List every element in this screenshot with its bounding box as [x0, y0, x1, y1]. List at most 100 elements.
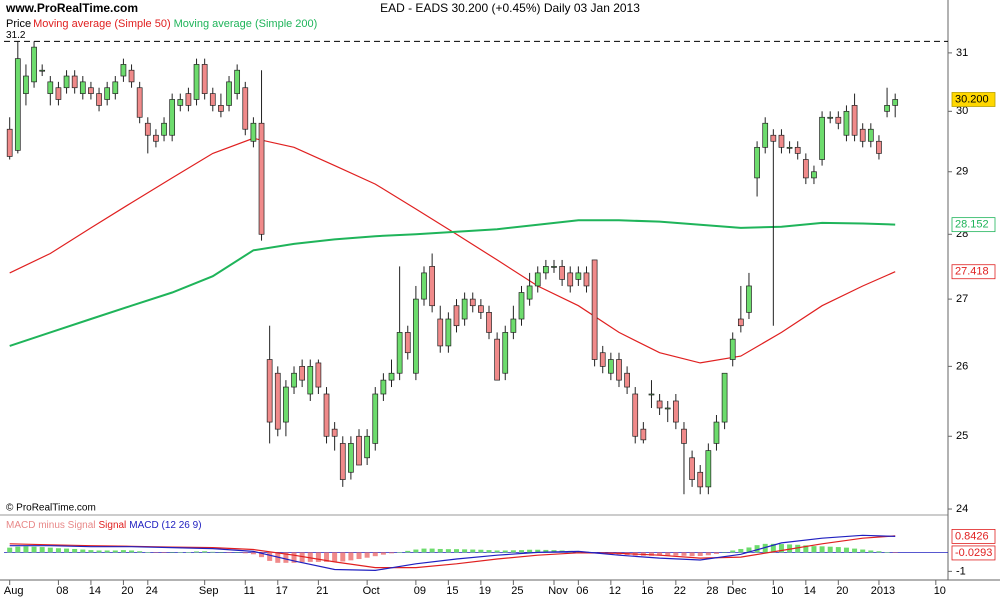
- macd-bar: [876, 551, 882, 553]
- macd-bar: [31, 546, 37, 553]
- candle-body: [266, 359, 273, 423]
- candle-body: [445, 318, 452, 347]
- macd-bar: [827, 546, 833, 553]
- candle-body: [811, 171, 817, 179]
- macd-bar: [486, 550, 492, 553]
- candle-body: [79, 81, 86, 94]
- macd-bar: [372, 552, 378, 557]
- x-tick-label: 20: [836, 585, 848, 597]
- macd-bar: [429, 548, 435, 553]
- macd-bar: [23, 546, 29, 553]
- candle-body: [851, 105, 858, 136]
- value-tag-label: 30.200: [955, 93, 989, 105]
- candle-body: [640, 428, 647, 441]
- macd-bar: [478, 549, 484, 553]
- candle-body: [746, 285, 752, 313]
- candle-body: [616, 359, 622, 381]
- candle-body: [348, 443, 354, 473]
- macd-bar: [413, 549, 419, 553]
- chart-title: EAD - EADS 30.200 (+0.45%) Daily 03 Jan …: [380, 1, 640, 15]
- macd-bar: [129, 550, 135, 553]
- macd-bar: [852, 548, 858, 553]
- candle-body: [754, 146, 760, 179]
- candle-body: [396, 332, 403, 374]
- candle-body: [608, 359, 614, 374]
- candle-body: [689, 457, 695, 480]
- x-tick-label: 22: [674, 585, 686, 597]
- candle-body: [136, 87, 143, 118]
- reference-label: 31.2: [6, 30, 26, 41]
- candle-body: [705, 450, 712, 488]
- candle-body: [486, 312, 492, 333]
- legend-price: Price: [6, 18, 31, 30]
- candle-body: [583, 272, 590, 287]
- value-tag: [951, 92, 996, 107]
- y-tick-label: 30: [956, 105, 968, 117]
- macd-bar: [860, 549, 866, 553]
- candle-body: [453, 305, 460, 327]
- candle-body: [193, 64, 200, 100]
- macd-bar: [868, 550, 874, 553]
- candle-body: [356, 435, 362, 466]
- macd-bar: [250, 552, 256, 555]
- x-tick-label: 09: [414, 585, 426, 597]
- macd-bar: [770, 543, 776, 553]
- x-tick-label: 19: [479, 585, 491, 597]
- macd-legend: MACD minus Signal Signal MACD (12 26 9): [6, 520, 202, 531]
- macd-bar: [803, 545, 809, 553]
- ma-line: [9, 137, 896, 364]
- x-tick-label: 17: [276, 585, 288, 597]
- candle-body: [209, 93, 216, 106]
- macd-bar: [787, 544, 793, 553]
- candle-body: [185, 93, 192, 106]
- macd-bar: [535, 549, 541, 553]
- ma-line: [9, 219, 896, 347]
- value-tag-label: 27.418: [955, 266, 989, 278]
- candle-body: [161, 122, 167, 136]
- macd-bar: [72, 548, 78, 553]
- x-tick-label: 24: [146, 585, 158, 597]
- macd-bar: [88, 550, 94, 553]
- candle-body: [624, 372, 630, 388]
- macd-bar: [64, 548, 70, 553]
- y-tick-label: 31: [956, 47, 968, 59]
- macd-bar: [234, 552, 240, 553]
- macd-bar: [348, 552, 354, 561]
- value-tag-label: 0.8426: [955, 530, 989, 542]
- candle-body: [88, 87, 94, 94]
- candle-body: [543, 266, 549, 274]
- candle-body: [226, 81, 232, 106]
- candle-body: [729, 338, 736, 360]
- value-tag: [951, 529, 996, 544]
- candle-body: [429, 266, 435, 307]
- macd-bar: [689, 552, 695, 557]
- candle-body: [502, 332, 509, 374]
- candle-body: [478, 305, 484, 313]
- value-tag: [951, 264, 996, 280]
- macd-bar: [405, 550, 411, 553]
- x-tick-label: Aug: [4, 585, 24, 597]
- macd-bar: [470, 549, 476, 553]
- candle-body: [39, 69, 46, 72]
- candle-body: [461, 298, 468, 320]
- candle-body: [31, 46, 37, 83]
- candle-body: [632, 393, 639, 437]
- candle-body: [283, 386, 289, 423]
- macd-bar: [738, 548, 744, 553]
- x-tick-label: 28: [706, 585, 718, 597]
- macd-bar: [795, 544, 801, 553]
- y-tick-label: 29: [956, 166, 968, 178]
- candle-body: [672, 400, 679, 423]
- macd-bar: [437, 548, 443, 553]
- macd-bar: [518, 550, 524, 553]
- x-tick-label: 12: [609, 585, 621, 597]
- macd-bar: [15, 546, 21, 553]
- candle-body: [404, 332, 411, 354]
- candle-body: [112, 81, 119, 94]
- legend: Price Moving average (Simple 50) Moving av…: [6, 18, 317, 30]
- candle-body: [120, 64, 127, 77]
- macd-bar: [218, 552, 224, 553]
- macd-bar: [543, 549, 549, 553]
